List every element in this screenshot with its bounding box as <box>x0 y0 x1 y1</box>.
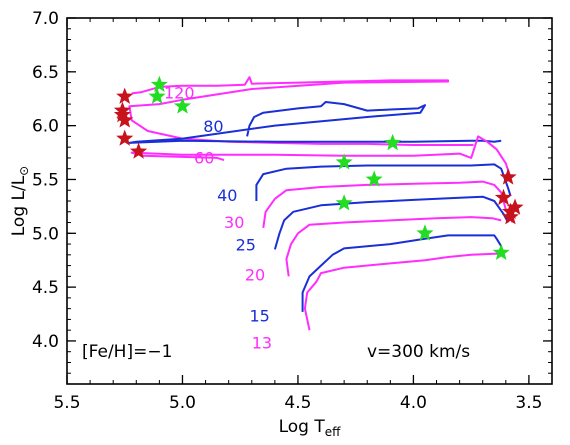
green-star-marker <box>365 170 383 187</box>
track-label-25: 25 <box>236 236 256 255</box>
x-tick-label: 5.5 <box>53 393 80 413</box>
x-tick-label: 4.5 <box>284 393 311 413</box>
track-20 <box>285 216 502 277</box>
evolution-tracks <box>128 76 514 331</box>
red-star-marker <box>116 129 134 146</box>
y-tick-label: 6.0 <box>32 117 59 137</box>
x-axis-label: Log Teff <box>279 417 342 439</box>
track-label-30: 30 <box>224 213 244 232</box>
green-star-marker <box>335 153 353 170</box>
track-13 <box>303 252 502 331</box>
green-star-marker <box>492 243 510 260</box>
y-tick-label: 7.0 <box>32 9 59 29</box>
red-star-marker <box>499 168 517 185</box>
track-60 <box>130 135 512 178</box>
track-label-40: 40 <box>217 186 237 205</box>
red-star-marker <box>494 188 513 206</box>
red-star-marker <box>116 111 134 128</box>
velocity-annotation: v=300 km/s <box>367 342 470 362</box>
plot-frame <box>66 17 553 385</box>
track-25 <box>273 195 509 250</box>
green-star-marker <box>148 87 166 104</box>
red-star-marker <box>501 208 519 225</box>
y-axis-label-main: Log L/L <box>9 175 29 236</box>
y-axis-label: Log L/L⊙ <box>9 166 31 237</box>
x-tick-label: 4.0 <box>400 393 427 413</box>
y-tick-label: 5.5 <box>32 170 59 190</box>
y-tick-label: 6.5 <box>32 63 59 83</box>
x-axis-label-main: Log T <box>279 417 326 437</box>
track-40 <box>255 163 512 201</box>
x-tick-label: 3.5 <box>515 393 542 413</box>
y-tick-label: 4.0 <box>32 332 59 352</box>
track-label-15: 15 <box>249 307 269 326</box>
track-label-80: 80 <box>203 117 223 136</box>
x-tick-label: 5.0 <box>169 393 196 413</box>
green-star-marker <box>416 224 434 241</box>
red-star-marker <box>130 142 148 159</box>
red-star-marker <box>116 87 134 104</box>
green-star-marker <box>384 133 402 151</box>
track-15 <box>301 234 503 312</box>
track-label-13: 13 <box>252 333 272 352</box>
track-80 <box>128 101 502 144</box>
track-label-120: 120 <box>164 84 195 103</box>
track-label-60: 60 <box>194 148 214 167</box>
y-axis-label-symbol: ⊙ <box>17 166 31 176</box>
track-30 <box>262 180 514 229</box>
green-star-marker <box>150 75 168 92</box>
metallicity-annotation: [Fe/H]=−1 <box>82 342 172 362</box>
x-axis-label-sub: eff <box>325 425 341 439</box>
tick-labels: 5.5 5.0 4.5 4.0 3.5 4.0 4.5 5.0 5.5 6.0 6.5 7.0 <box>32 9 542 413</box>
red-star-marker <box>113 105 131 123</box>
green-star-marker <box>173 97 191 114</box>
star-markers <box>113 75 524 260</box>
y-tick-label: 5.0 <box>32 224 59 244</box>
y-tick-label: 4.5 <box>32 278 59 298</box>
track-label-20: 20 <box>245 266 265 285</box>
track-120 <box>128 76 474 146</box>
red-star-marker <box>506 198 524 215</box>
green-star-marker <box>335 194 353 211</box>
